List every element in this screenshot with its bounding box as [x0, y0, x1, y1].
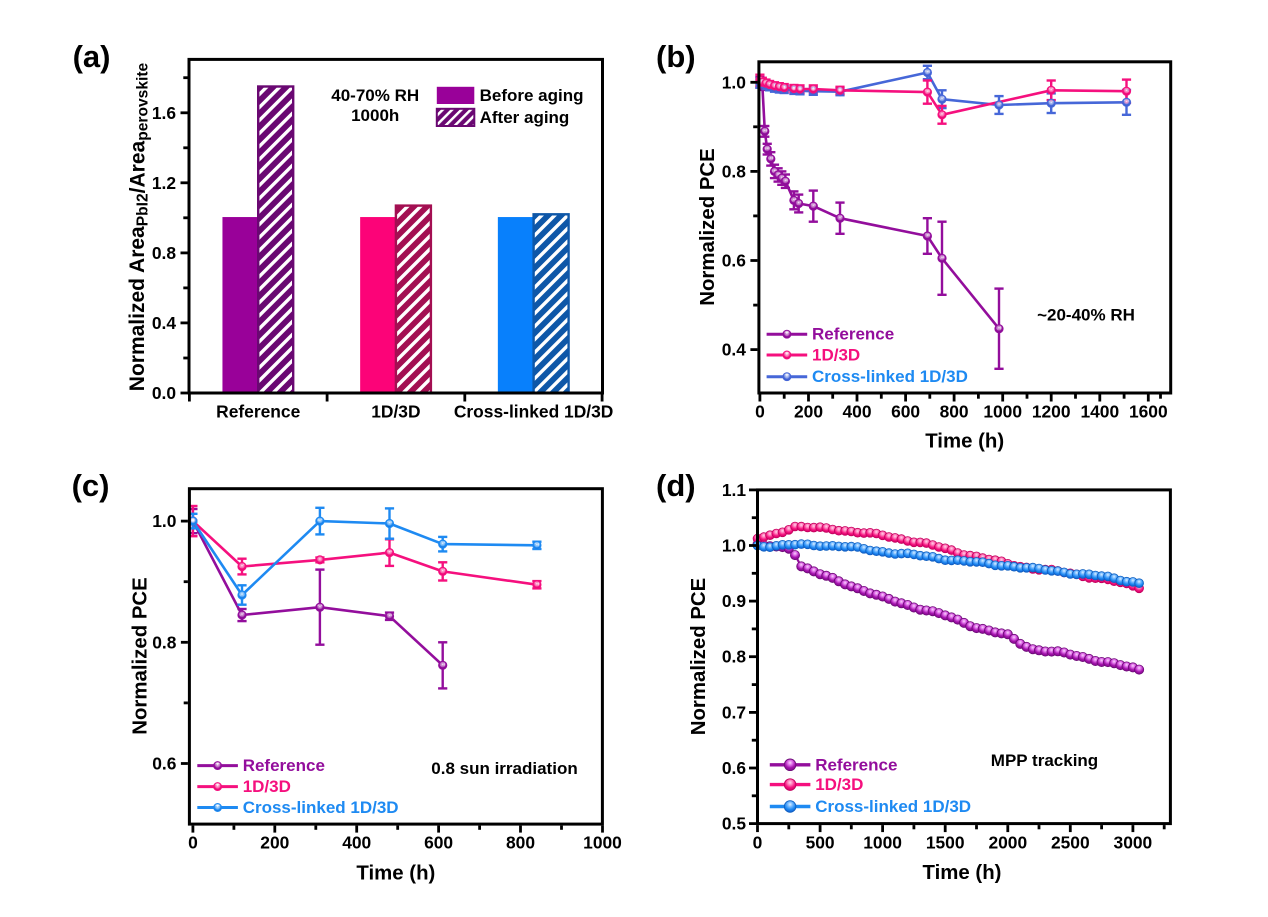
svg-text:1.2: 1.2: [152, 173, 176, 193]
svg-text:200: 200: [260, 833, 289, 853]
svg-text:1000h: 1000h: [351, 106, 399, 125]
svg-text:(a): (a): [73, 39, 111, 74]
svg-text:0: 0: [753, 833, 763, 853]
svg-text:0.8: 0.8: [722, 647, 747, 667]
svg-text:1200: 1200: [1032, 402, 1071, 422]
svg-text:Reference: Reference: [243, 756, 325, 775]
svg-text:(c): (c): [72, 468, 110, 503]
svg-text:2000: 2000: [988, 833, 1027, 853]
svg-text:1.0: 1.0: [152, 511, 176, 531]
svg-text:1000: 1000: [583, 833, 622, 853]
svg-text:0.8: 0.8: [152, 243, 177, 263]
svg-text:400: 400: [342, 833, 371, 853]
svg-text:0.0: 0.0: [152, 383, 176, 403]
svg-text:800: 800: [940, 402, 969, 422]
svg-text:0: 0: [188, 833, 198, 853]
svg-text:0.8: 0.8: [722, 161, 747, 181]
svg-text:1.0: 1.0: [722, 72, 746, 92]
svg-text:1400: 1400: [1080, 402, 1119, 422]
svg-text:Time (h): Time (h): [923, 862, 1002, 884]
svg-text:500: 500: [806, 833, 835, 853]
svg-text:Cross-linked 1D/3D: Cross-linked 1D/3D: [815, 797, 971, 816]
svg-text:(b): (b): [656, 39, 696, 74]
svg-text:Normalized PCE: Normalized PCE: [697, 148, 719, 306]
svg-text:Normalized PCE: Normalized PCE: [130, 577, 152, 735]
svg-text:Normalized PCE: Normalized PCE: [688, 578, 710, 736]
svg-text:Cross-linked 1D/3D: Cross-linked 1D/3D: [454, 402, 613, 422]
svg-text:Reference: Reference: [216, 402, 300, 422]
svg-text:1000: 1000: [863, 833, 902, 853]
svg-text:0.6: 0.6: [722, 758, 747, 778]
svg-text:Cross-linked 1D/3D: Cross-linked 1D/3D: [243, 798, 399, 817]
svg-text:Time (h): Time (h): [925, 431, 1004, 453]
svg-text:400: 400: [842, 402, 871, 422]
svg-text:0.8: 0.8: [152, 632, 177, 652]
svg-text:Normalized AreaPbI2/Areaperovs: Normalized AreaPbI2/Areaperovskite: [126, 62, 151, 391]
svg-text:Reference: Reference: [812, 325, 894, 344]
svg-text:1.6: 1.6: [152, 103, 177, 123]
svg-text:1D/3D: 1D/3D: [815, 775, 863, 794]
svg-text:1.1: 1.1: [722, 480, 747, 500]
svg-text:1600: 1600: [1129, 402, 1168, 422]
svg-text:MPP tracking: MPP tracking: [991, 751, 1098, 770]
svg-text:0.4: 0.4: [152, 313, 177, 333]
svg-text:0: 0: [755, 402, 765, 422]
svg-text:Before aging: Before aging: [480, 86, 584, 105]
svg-text:1D/3D: 1D/3D: [371, 402, 420, 422]
svg-text:~20-40% RH: ~20-40% RH: [1037, 306, 1135, 325]
svg-text:40-70% RH: 40-70% RH: [331, 86, 419, 105]
svg-text:1D/3D: 1D/3D: [243, 777, 291, 796]
svg-text:0.5: 0.5: [722, 814, 747, 834]
svg-text:1.0: 1.0: [722, 536, 746, 556]
svg-text:Time (h): Time (h): [356, 863, 435, 885]
svg-text:600: 600: [891, 402, 920, 422]
svg-text:0.4: 0.4: [722, 340, 747, 360]
svg-text:3000: 3000: [1114, 833, 1153, 853]
svg-text:200: 200: [794, 402, 823, 422]
svg-text:0.9: 0.9: [722, 591, 747, 611]
svg-text:0.6: 0.6: [152, 754, 177, 774]
svg-text:Cross-linked 1D/3D: Cross-linked 1D/3D: [812, 367, 968, 386]
svg-text:600: 600: [424, 833, 453, 853]
svg-text:2500: 2500: [1051, 833, 1090, 853]
svg-text:1D/3D: 1D/3D: [812, 346, 860, 365]
svg-text:After aging: After aging: [480, 108, 570, 127]
svg-text:800: 800: [506, 833, 535, 853]
svg-text:(d): (d): [656, 468, 696, 503]
svg-text:0.7: 0.7: [722, 702, 746, 722]
svg-text:1500: 1500: [926, 833, 965, 853]
svg-text:Reference: Reference: [815, 755, 897, 774]
svg-text:0.6: 0.6: [722, 251, 747, 271]
svg-text:1000: 1000: [983, 402, 1022, 422]
svg-text:0.8 sun irradiation: 0.8 sun irradiation: [431, 759, 577, 778]
